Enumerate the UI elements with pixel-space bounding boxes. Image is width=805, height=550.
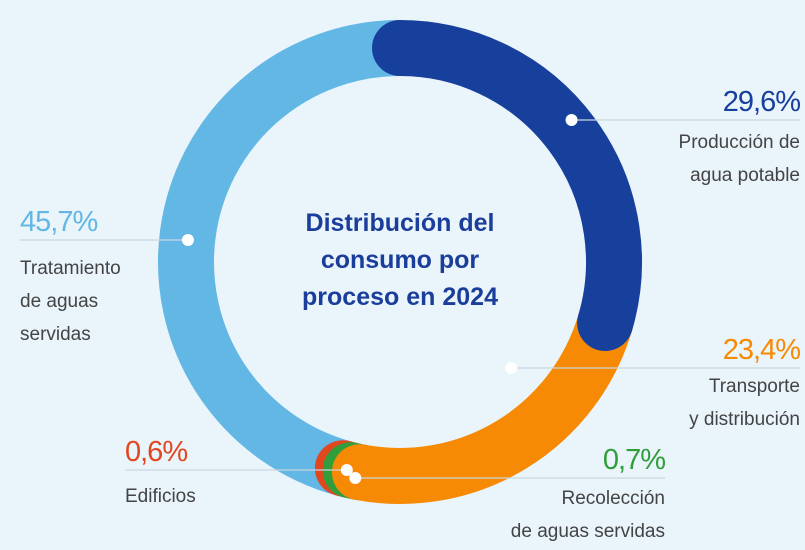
category-label: Transporte y distribución (689, 376, 800, 430)
category-label: Recolección de aguas servidas (510, 488, 665, 542)
category-label: Producción de agua potable (678, 132, 800, 186)
donut-segment (372, 20, 642, 351)
value-label: 23,4% (722, 334, 801, 366)
category-label: Edificios (125, 486, 196, 507)
leader-dot (565, 114, 578, 126)
value-label: 29,6% (722, 86, 801, 118)
value-label: 0,6% (125, 436, 188, 468)
category-label: Tratamiento de aguas servidas (20, 258, 121, 345)
leader-dot (349, 472, 362, 484)
leader-dot (340, 464, 353, 476)
leader-dot (505, 362, 518, 374)
donut-segment (158, 20, 428, 497)
value-label: 0,7% (602, 444, 666, 476)
value-label: 45,7% (20, 206, 98, 238)
leader-dot (181, 234, 194, 246)
chart-title: Distribución del consumo por proceso en … (302, 209, 498, 311)
donut-segment (331, 294, 634, 504)
